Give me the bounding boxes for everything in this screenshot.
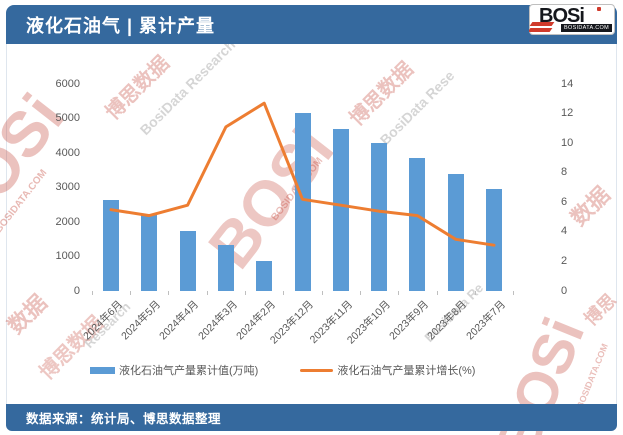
- bosi-logo: BOSi BOSIDATA.COM: [529, 4, 615, 35]
- bar: [447, 174, 464, 291]
- left-axis-tick-label: 1000: [55, 250, 80, 262]
- bar: [141, 215, 158, 291]
- x-axis-tick: [130, 291, 132, 295]
- bar: [486, 189, 502, 291]
- x-axis-tick: [359, 291, 361, 295]
- page-title: 液化石油气 | 累计产量: [26, 15, 216, 36]
- x-axis-tick: [283, 291, 285, 295]
- legend-item: 液化石油气产量累计增长(%): [300, 362, 475, 378]
- x-axis-tick: [206, 291, 208, 295]
- x-axis-tick: [245, 291, 247, 295]
- logo-domain: BOSIDATA.COM: [561, 24, 612, 32]
- right-axis-tick-label: 12: [561, 107, 574, 120]
- header-bar: 液化石油气 | 累计产量: [6, 5, 617, 44]
- logo-stripe-icon: [529, 22, 555, 26]
- right-axis-tick-label: 10: [561, 136, 574, 149]
- bar: [103, 199, 119, 291]
- chart-legend: 液化石油气产量累计值(万吨) 液化石油气产量累计增长(%): [90, 362, 560, 378]
- left-axis-tick-label: 6000: [55, 77, 80, 90]
- x-axis-tick: [91, 291, 93, 295]
- left-axis-tick-label: 5000: [55, 112, 80, 124]
- right-axis-tick-label: 14: [561, 77, 574, 90]
- x-axis-tick: [321, 291, 323, 295]
- legend-label: 液化石油气产量累计值(万吨): [119, 365, 259, 377]
- right-axis-tick-label: 2: [561, 254, 568, 267]
- bar: [256, 260, 273, 291]
- legend-label: 液化石油气产量累计增长(%): [337, 365, 476, 377]
- left-axis-tick-label: 3000: [55, 181, 80, 193]
- footer-bar: 数据来源：统计局、博思数据整理: [6, 404, 617, 431]
- bar: [409, 157, 426, 291]
- logo-stripe-icon: [529, 28, 553, 32]
- logo-wordmark: BOSi: [539, 5, 585, 27]
- legend-item: 液化石油气产量累计值(万吨): [90, 362, 258, 378]
- x-axis-tick: [168, 291, 170, 295]
- x-axis-tick: [474, 291, 476, 295]
- right-axis-tick-label: 6: [561, 195, 568, 208]
- legend-bar-swatch-icon: [90, 366, 115, 374]
- growth-line: [109, 101, 496, 247]
- x-axis-tick: [398, 291, 400, 295]
- x-axis-tick: [436, 291, 438, 295]
- legend-line-swatch-icon: [300, 368, 334, 372]
- data-source-label: 数据来源：统计局、博思数据整理: [26, 412, 222, 426]
- left-axis-tick-label: 2000: [55, 215, 80, 228]
- right-axis-tick-label: 8: [561, 166, 568, 179]
- logo-i-dot-icon: [597, 7, 601, 11]
- left-axis-tick-label: 4000: [55, 146, 80, 159]
- right-axis-tick-label: 4: [561, 225, 568, 238]
- bar: [332, 128, 349, 291]
- right-axis-tick-label: 0: [561, 284, 568, 297]
- left-axis-tick-label: 0: [73, 284, 80, 297]
- bar: [371, 142, 388, 291]
- bar: [294, 113, 311, 291]
- x-axis-tick: [513, 291, 515, 295]
- bar: [179, 230, 196, 291]
- bar: [217, 245, 234, 291]
